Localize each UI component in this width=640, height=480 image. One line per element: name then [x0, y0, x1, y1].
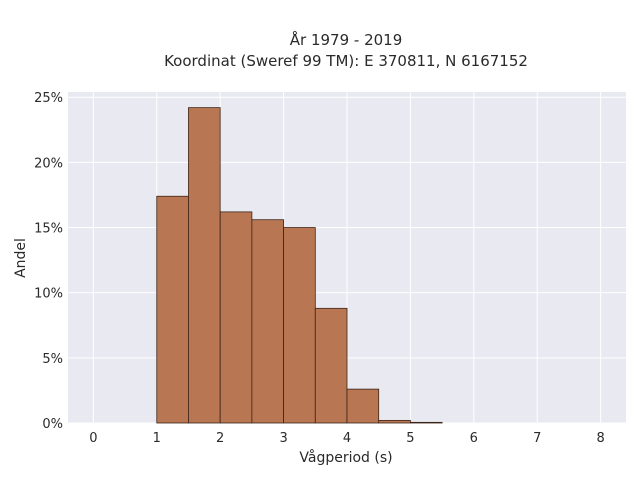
histogram-bar	[251, 219, 284, 424]
x-tick-label: 3	[279, 431, 287, 446]
x-tick-label: 6	[470, 431, 478, 446]
histogram-bar	[283, 227, 316, 424]
histogram-bar	[314, 307, 348, 424]
histogram-bar	[346, 388, 380, 424]
y-tick-label: 20%	[34, 156, 63, 171]
x-tick-label: 7	[533, 431, 541, 446]
y-tick-label: 5%	[42, 352, 63, 367]
histogram-bar	[378, 419, 411, 424]
x-tick-label: 5	[406, 431, 414, 446]
y-tick-labels: 0% 5% 10% 15% 20% 25%	[34, 91, 63, 432]
y-tick-label: 15%	[34, 222, 63, 237]
histogram-bar	[156, 195, 189, 424]
chart-title-line2: Koordinat (Sweref 99 TM): E 370811, N 61…	[164, 52, 528, 70]
x-tick-label: 1	[153, 431, 161, 446]
histogram-bar	[188, 107, 221, 424]
y-tick-label: 25%	[34, 91, 63, 106]
x-tick-label: 8	[596, 431, 604, 446]
chart-title-line1: År 1979 - 2019	[290, 30, 403, 49]
histogram-bars	[156, 107, 443, 424]
x-tick-label: 4	[343, 431, 351, 446]
histogram-bar	[219, 211, 253, 424]
x-tick-labels: 0 1 2 3 4 5 6 7 8	[89, 431, 605, 446]
y-tick-label: 0%	[42, 417, 63, 432]
x-tick-label: 2	[216, 431, 224, 446]
x-tick-label: 0	[89, 431, 97, 446]
y-axis-label: Andel	[13, 238, 29, 278]
y-tick-label: 10%	[34, 287, 63, 302]
histogram-bar	[410, 421, 443, 424]
x-axis-label: Vågperiod (s)	[299, 449, 392, 466]
